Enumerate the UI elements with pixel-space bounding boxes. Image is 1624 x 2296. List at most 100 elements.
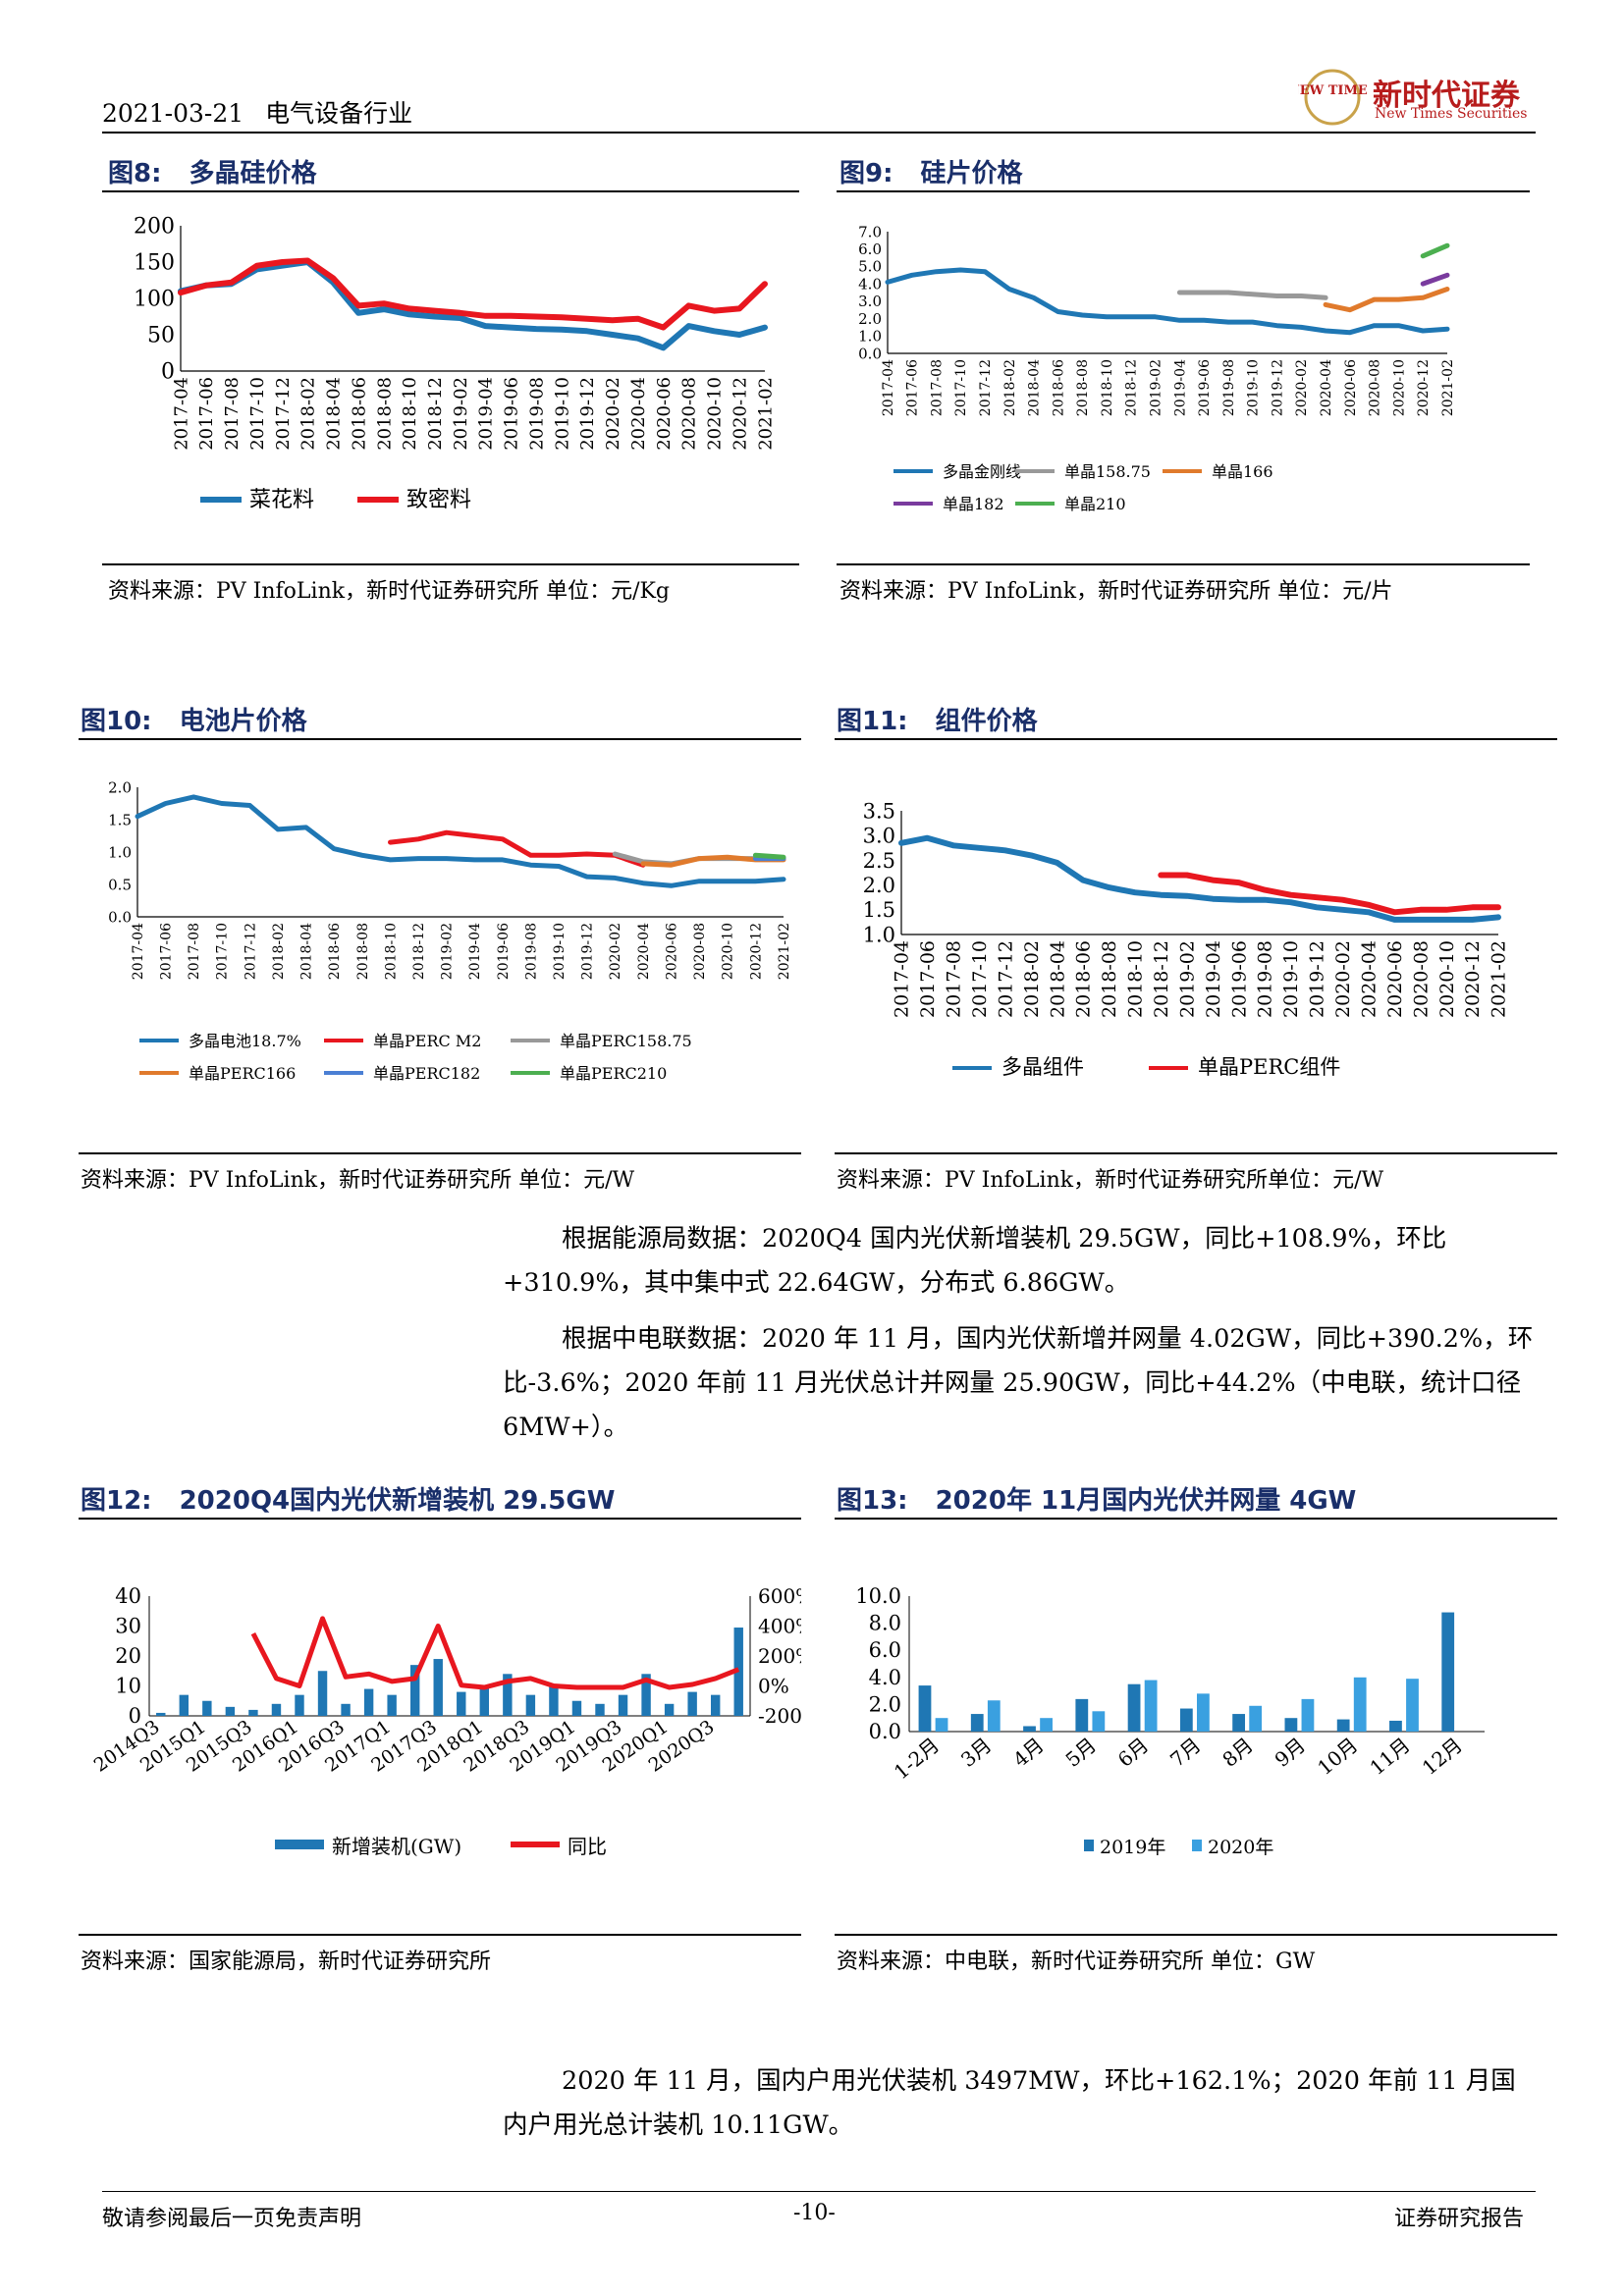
fig13-title: 图13: 2020年 11月国内光伏并网量 4GW: [837, 1480, 1356, 1517]
fig13-bar-1: [1040, 1718, 1053, 1732]
fig13-x-tick-label: 12月: [1418, 1733, 1467, 1780]
fig9-x-tick-label: 2018-02: [1002, 359, 1018, 416]
fig8-series-line-1: [178, 257, 768, 331]
fig9-title-text: 硅片价格: [920, 159, 1023, 188]
fig13-legend-label-1: 2020年: [1208, 1837, 1273, 1858]
fig11-legend-label-0: 多晶组件: [1001, 1055, 1084, 1079]
body-paragraphs-1: 根据能源局数据：2020Q4 国内光伏新增装机 29.5GW，同比+108.9%…: [503, 1217, 1534, 1450]
fig12-y2-tick-label: 400%: [758, 1615, 801, 1638]
fig12-y-tick-label: 0: [129, 1704, 141, 1728]
fig8-series-line-0: [178, 259, 768, 351]
report-header: 2021-03-21 电气设备行业: [102, 94, 412, 130]
fig9-x-tick-label: 2017-08: [929, 359, 945, 416]
fig10-x-tick-label: 2018-12: [411, 923, 427, 980]
fig10-legend-label-5: 单晶PERC210: [560, 1064, 667, 1083]
fig12-y2-tick-label: 600%: [758, 1584, 801, 1608]
fig9-x-tick-label: 2020-08: [1368, 359, 1383, 416]
fig11-x-tick-label: 2018-02: [1021, 940, 1043, 1018]
fig13-bottom-rule: [835, 1934, 1557, 1936]
fig8-x-tick-label: 2017-10: [247, 377, 268, 451]
fig12-bar: [687, 1691, 697, 1716]
fig8-y-tick-label: 150: [134, 251, 175, 276]
fig11-x-tick-label: 2017-12: [995, 940, 1016, 1018]
fig13-bar-0: [970, 1714, 984, 1732]
fig12-y2-tick-label: 200%: [758, 1644, 801, 1668]
fig11-number: 图11:: [837, 707, 908, 736]
fig12-bar: [618, 1694, 628, 1716]
fig9-y-tick-label: 7.0: [858, 223, 882, 240]
logo-mark-text: NEW TIMES: [1298, 83, 1367, 98]
fig9-legend-label-3: 单晶182: [943, 495, 1004, 513]
fig13-chart: 0.02.04.06.08.010.01-2月 3月 4月 5月 6月 7月 8月 9月 10月…: [855, 1584, 1485, 1858]
fig8-legend-label-1: 致密料: [406, 488, 471, 512]
fig10-x-tick-label: 2020-02: [608, 923, 623, 980]
fig9-legend-label-4: 单晶210: [1064, 495, 1126, 513]
page-number: -10-: [793, 2201, 836, 2225]
fig12-number: 图12:: [81, 1486, 152, 1516]
fig10-y-tick-label: 1.5: [108, 811, 132, 828]
fig12-y-tick-label: 30: [115, 1615, 141, 1638]
fig13-bar-0: [1232, 1714, 1246, 1732]
paragraph-cec-data: 根据中电联数据：2020 年 11 月，国内光伏新增并网量 4.02GW，同比+…: [503, 1324, 1534, 1442]
company-name-cn: 新时代证券: [1373, 79, 1520, 113]
fig9-y-tick-label: 2.0: [858, 310, 882, 328]
fig9-series-line-4: [1420, 242, 1450, 259]
fig9-x-tick-label: 2019-04: [1172, 359, 1188, 416]
fig9-y-tick-label: 6.0: [858, 240, 882, 258]
fig12-bar: [271, 1703, 282, 1716]
fig12-bar: [179, 1694, 189, 1716]
fig8-x-tick-label: 2018-08: [374, 377, 395, 451]
header-divider: [102, 132, 1536, 133]
fig11-series-line-1: [1158, 872, 1501, 916]
fig8-x-tick-label: 2017-08: [222, 377, 243, 451]
fig8-source: 资料来源：PV InfoLink，新时代证券研究所 单位：元/Kg: [108, 579, 671, 604]
fig11-x-tick-label: 2018-12: [1151, 940, 1172, 1018]
fig10-source: 资料来源：PV InfoLink，新时代证券研究所 单位：元/W: [81, 1168, 635, 1193]
fig8-x-tick-label: 2017-12: [273, 377, 294, 451]
fig12-bar: [202, 1700, 212, 1716]
fig10-x-tick-label: 2020-06: [664, 923, 679, 980]
fig8-x-tick-label: 2019-08: [526, 377, 547, 451]
fig9-series-line-3: [1420, 272, 1450, 287]
fig9-x-tick-label: 2019-10: [1246, 359, 1262, 416]
fig12-chart: 010203040-200%0%200%400%600%2014Q32015Q1…: [90, 1584, 801, 1858]
fig10-x-tick-label: 2017-12: [243, 923, 258, 980]
fig8-x-tick-label: 2017-06: [196, 377, 217, 451]
fig11-x-tick-label: 2018-10: [1125, 940, 1147, 1018]
fig9-number: 图9:: [839, 159, 893, 188]
fig12-bar: [225, 1706, 236, 1716]
fig13-bar-1: [1197, 1693, 1210, 1732]
fig10-x-tick-label: 2018-06: [327, 923, 343, 980]
fig8-x-tick-label: 2019-10: [552, 377, 572, 451]
fig12-bar: [409, 1665, 420, 1716]
fig8-top-rule: [102, 190, 799, 192]
fig11-x-tick-label: 2019-12: [1307, 940, 1328, 1018]
fig8-x-tick-label: 2018-04: [324, 377, 345, 451]
fig10-title-text: 电池片价格: [179, 707, 307, 736]
fig11-y-tick-label: 2.5: [863, 849, 895, 873]
fig8-x-tick-label: 2021-02: [755, 377, 776, 451]
fig11-series-line-0: [898, 834, 1501, 923]
fig13-y-tick-label: 8.0: [869, 1612, 901, 1635]
fig13-x-tick-label: 4月: [1008, 1733, 1049, 1771]
fig10-x-tick-label: 2017-10: [215, 923, 231, 980]
fig10-series-line-0: [135, 794, 786, 888]
fig12-bar: [295, 1694, 304, 1716]
fig13-bar-0: [1179, 1708, 1193, 1732]
fig10-legend-label-2: 单晶PERC158.75: [560, 1032, 692, 1050]
fig9-y-tick-label: 5.0: [858, 258, 882, 276]
fig8-y-tick-label: 0: [161, 360, 175, 385]
fig11-x-tick-label: 2020-10: [1436, 940, 1458, 1018]
fig13-legend-swatch-1: [1192, 1840, 1202, 1851]
fig12-yoy-line: [250, 1616, 740, 1690]
fig9-x-tick-label: 2018-04: [1027, 359, 1043, 416]
fig8-x-tick-label: 2017-04: [171, 377, 191, 451]
fig13-bar-1: [1249, 1705, 1263, 1732]
fig11-x-tick-label: 2020-12: [1462, 940, 1484, 1018]
fig11-y-tick-label: 3.0: [863, 825, 895, 848]
fig11-title: 图11: 组件价格: [837, 701, 1038, 737]
fig13-bar-0: [1389, 1720, 1402, 1732]
fig12-legend-swatch-0: [275, 1840, 324, 1849]
fig9-x-tick-label: 2020-06: [1343, 359, 1359, 416]
fig11-y-tick-label: 1.0: [863, 923, 895, 946]
